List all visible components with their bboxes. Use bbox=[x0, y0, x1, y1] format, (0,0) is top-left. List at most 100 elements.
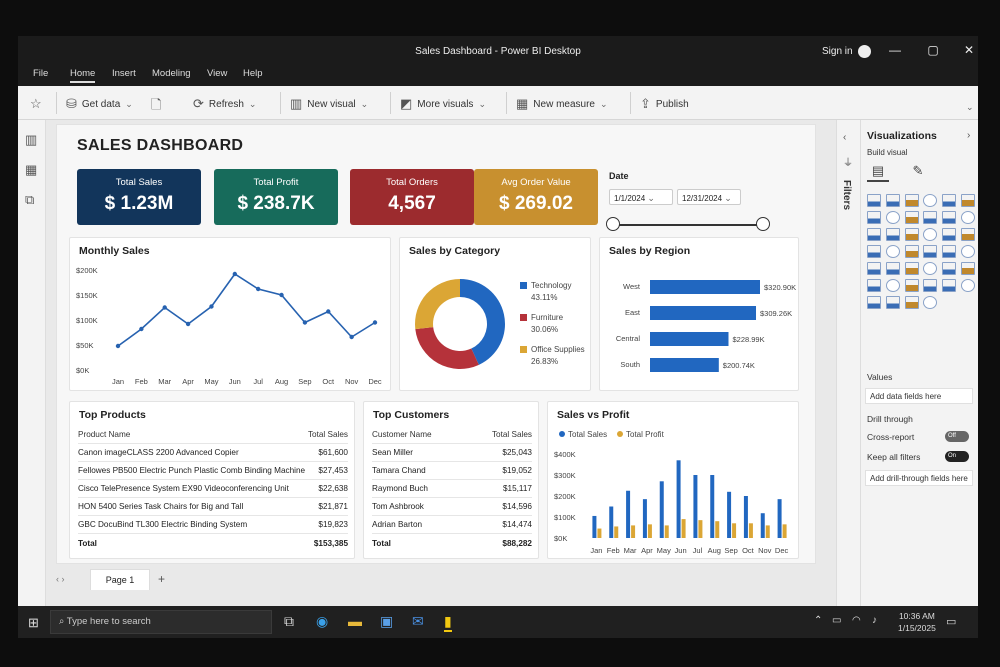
publish-button[interactable]: ⇪ Publish bbox=[640, 96, 689, 112]
visual-type-icon[interactable] bbox=[885, 279, 900, 292]
kpi-card-total-sales[interactable]: Total Sales $ 1.23M bbox=[77, 169, 201, 225]
notification-icon[interactable]: ▭ bbox=[946, 616, 957, 628]
kpi-card-total-orders[interactable]: Total Orders 4,567 bbox=[350, 169, 474, 225]
visual-type-icon[interactable] bbox=[904, 194, 919, 207]
menu-home[interactable]: Home bbox=[70, 68, 96, 83]
date-slider-end-handle[interactable] bbox=[756, 217, 770, 231]
start-date-input[interactable]: 1/1/2024 ⌄ bbox=[609, 189, 673, 205]
visual-type-icon[interactable] bbox=[923, 228, 938, 241]
visual-type-icon[interactable] bbox=[923, 279, 938, 292]
minimize-button[interactable]: — bbox=[889, 43, 901, 57]
visual-type-icon[interactable] bbox=[885, 262, 900, 275]
refresh-button[interactable]: ⟳ Refresh ⌄ bbox=[193, 96, 256, 112]
visual-type-icon[interactable] bbox=[923, 211, 938, 224]
cross-report-toggle[interactable]: Off bbox=[945, 431, 969, 442]
network-icon[interactable]: ◠ bbox=[852, 615, 861, 626]
menu-help[interactable]: Help bbox=[243, 68, 263, 79]
menu-insert[interactable]: Insert bbox=[112, 68, 136, 79]
transform-data-button[interactable]: 🗋 bbox=[151, 96, 161, 118]
visual-type-icon[interactable] bbox=[941, 245, 956, 258]
table-row[interactable]: GBC DocuBind TL300 Electric Binding Syst… bbox=[78, 516, 348, 534]
menu-view[interactable]: View bbox=[207, 68, 228, 79]
kpi-card-avg-order-value[interactable]: Avg Order Value $ 269.02 bbox=[474, 169, 598, 225]
visual-type-icon[interactable] bbox=[923, 194, 938, 207]
visual-type-icon[interactable] bbox=[923, 245, 938, 258]
close-button[interactable]: ✕ bbox=[963, 43, 975, 57]
store-icon[interactable]: ▣ bbox=[380, 613, 394, 629]
top-products-panel[interactable]: Top Products Product Name Total Sales Cano… bbox=[69, 401, 355, 559]
task-view-icon[interactable]: ⧉ bbox=[284, 613, 294, 629]
visual-type-icon[interactable] bbox=[923, 296, 938, 309]
visual-type-icon[interactable] bbox=[885, 296, 900, 309]
table-row[interactable]: Tom Ashbrook $14,596 bbox=[372, 498, 532, 516]
menu-file[interactable]: File bbox=[33, 68, 49, 79]
visual-type-icon[interactable] bbox=[960, 228, 975, 241]
visual-type-icon[interactable] bbox=[941, 194, 956, 207]
table-row[interactable]: Cisco TelePresence System EX90 Videoconf… bbox=[78, 480, 348, 498]
visual-type-icon[interactable] bbox=[904, 262, 919, 275]
new-visual-button[interactable]: ▥ New visual ⌄ bbox=[290, 96, 368, 112]
visual-type-icon[interactable] bbox=[941, 279, 956, 292]
collapse-icon[interactable]: ‹ bbox=[843, 132, 847, 143]
monthly-sales-panel[interactable]: Monthly Sales $0K $50K $100K $150K $200K Jan F… bbox=[69, 237, 391, 391]
ribbon-star[interactable]: ☆ bbox=[30, 96, 42, 112]
visual-type-icon[interactable] bbox=[867, 262, 882, 275]
visual-type-icon[interactable] bbox=[941, 211, 956, 224]
visual-type-icon[interactable] bbox=[941, 228, 956, 241]
taskbar-search-box[interactable]: ⌕ Type here to search bbox=[50, 610, 272, 634]
page-nav-arrows[interactable]: ‹ › bbox=[56, 574, 65, 584]
avatar[interactable] bbox=[858, 45, 871, 58]
windows-start-icon[interactable]: ⊞ bbox=[28, 615, 39, 630]
build-visual-icon[interactable]: ▤ bbox=[867, 160, 889, 182]
model-view-icon[interactable]: ⧉ bbox=[25, 192, 35, 207]
visual-type-icon[interactable] bbox=[960, 262, 975, 275]
visual-type-icon[interactable] bbox=[904, 245, 919, 258]
sales-by-category-panel[interactable]: Sales by Category Technology 43.11% Furnit… bbox=[399, 237, 591, 391]
battery-icon[interactable]: ▭ bbox=[832, 615, 842, 626]
ribbon-collapse-button[interactable]: ⌄ bbox=[966, 102, 974, 113]
table-row[interactable]: HON 5400 Series Task Chairs for Big and … bbox=[78, 498, 348, 516]
visual-type-icon[interactable] bbox=[904, 296, 919, 309]
top-customers-panel[interactable]: Top Customers Customer Name Total Sales Se… bbox=[363, 401, 539, 559]
get-data-button[interactable]: ⛁ Get data ⌄ bbox=[66, 96, 133, 112]
filters-label[interactable]: Filters bbox=[841, 180, 852, 211]
volume-icon[interactable]: ♪ bbox=[872, 615, 877, 626]
date-slider-track[interactable] bbox=[613, 224, 763, 226]
visual-type-icon[interactable] bbox=[867, 296, 882, 309]
visual-type-icon[interactable] bbox=[904, 211, 919, 224]
visual-type-icon[interactable] bbox=[867, 279, 882, 292]
visual-type-icon[interactable] bbox=[960, 279, 975, 292]
table-row[interactable]: Tamara Chand $19,052 bbox=[372, 462, 532, 480]
table-row[interactable]: Sean Miller $25,043 bbox=[372, 444, 532, 462]
table-header[interactable]: Customer Name Total Sales bbox=[372, 426, 532, 444]
kpi-card-total-profit[interactable]: Total Profit $ 238.7K bbox=[214, 169, 338, 225]
expand-icon[interactable]: › bbox=[967, 130, 971, 141]
report-view-icon[interactable]: ▥ bbox=[25, 132, 38, 147]
power-bi-icon[interactable]: ▮ bbox=[444, 613, 452, 632]
visual-type-icon[interactable] bbox=[867, 194, 882, 207]
tray-chevron-icon[interactable]: ⌃ bbox=[814, 615, 823, 626]
taskbar-clock[interactable]: 10:36 AM 1/15/2025 bbox=[898, 610, 936, 634]
file-explorer-icon[interactable]: ▬ bbox=[348, 613, 362, 629]
sales-vs-profit-panel[interactable]: Sales vs Profit Total Sales Total Profit $… bbox=[547, 401, 799, 559]
table-row[interactable]: Adrian Barton $14,474 bbox=[372, 516, 532, 534]
date-slider-start-handle[interactable] bbox=[606, 217, 620, 231]
mail-icon[interactable]: ✉ bbox=[412, 613, 424, 629]
menu-modeling[interactable]: Modeling bbox=[152, 68, 191, 79]
visual-type-icon[interactable] bbox=[960, 245, 975, 258]
sales-by-region-panel[interactable]: Sales by Region West $320.90K East $309.26K… bbox=[599, 237, 799, 391]
visual-type-icon[interactable] bbox=[885, 194, 900, 207]
table-header[interactable]: Product Name Total Sales bbox=[78, 426, 348, 444]
keep-filters-toggle[interactable]: On bbox=[945, 451, 969, 462]
table-row[interactable]: Fellowes PB500 Electric Punch Plastic Co… bbox=[78, 462, 348, 480]
drill-through-well[interactable]: Add drill-through fields here bbox=[865, 470, 973, 486]
visual-type-icon[interactable] bbox=[923, 262, 938, 275]
visual-type-icon[interactable] bbox=[885, 228, 900, 241]
format-visual-icon[interactable]: ✎ bbox=[912, 163, 924, 178]
table-view-icon[interactable]: ▦ bbox=[25, 162, 38, 177]
table-row[interactable]: Raymond Buch $15,117 bbox=[372, 480, 532, 498]
table-row[interactable]: Canon imageCLASS 2200 Advanced Copier $61… bbox=[78, 444, 348, 462]
visual-type-icon[interactable] bbox=[960, 211, 975, 224]
sign-in-link[interactable]: Sign in bbox=[822, 46, 853, 57]
tab-page-1[interactable]: Page 1 bbox=[90, 569, 150, 590]
